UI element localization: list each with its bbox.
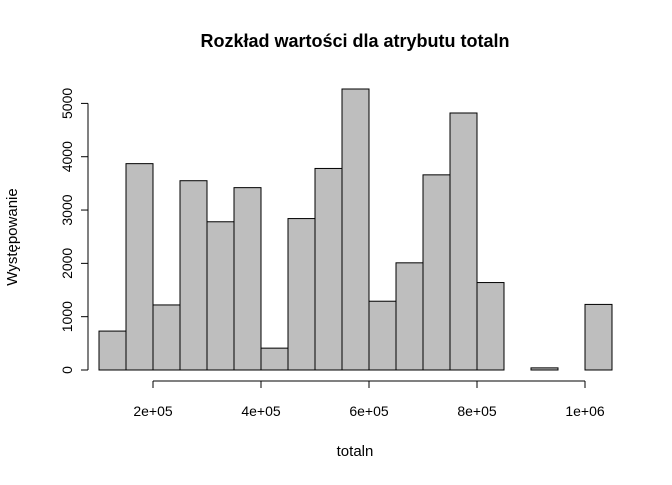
y-tick-label: 4000 — [59, 141, 75, 172]
y-tick-label: 0 — [59, 366, 75, 374]
y-axis: 0 1000 2000 3000 4000 5000 — [59, 88, 89, 374]
histogram-bar — [314, 167, 343, 371]
chart-title: Rozkład wartości dla atrybutu totaln — [200, 31, 509, 51]
x-axis-title: totaln — [337, 443, 374, 460]
histogram-bar — [233, 187, 262, 371]
histogram-bar — [287, 218, 316, 371]
histogram-bar — [206, 221, 235, 371]
y-tick-label: 1000 — [59, 301, 75, 332]
histogram-bar — [584, 303, 613, 371]
histogram-bar — [260, 347, 289, 371]
histogram-bar — [341, 88, 370, 371]
histogram-bar — [476, 282, 505, 371]
x-tick-label: 4e+05 — [241, 403, 281, 419]
histogram-bar — [152, 304, 181, 371]
histogram-bar — [179, 180, 208, 371]
x-tick-label: 8e+05 — [457, 403, 497, 419]
x-tick-label: 6e+05 — [349, 403, 389, 419]
y-tick-label: 2000 — [59, 248, 75, 279]
histogram-bar — [530, 367, 559, 371]
y-tick-label: 3000 — [59, 194, 75, 225]
x-axis: 2e+05 4e+05 6e+05 8e+05 1e+06 — [133, 380, 605, 419]
x-tick-label: 1e+06 — [565, 403, 605, 419]
histogram-bar — [98, 330, 127, 371]
histogram-bar — [395, 262, 424, 371]
x-tick-label: 2e+05 — [133, 403, 173, 419]
bars-group — [98, 88, 613, 371]
y-tick-label: 5000 — [59, 88, 75, 119]
histogram-bar — [449, 112, 478, 371]
histogram-bar — [422, 174, 451, 371]
histogram-bar — [125, 163, 154, 371]
histogram-bar — [368, 300, 397, 371]
y-axis-title: Występowanie — [4, 188, 21, 285]
